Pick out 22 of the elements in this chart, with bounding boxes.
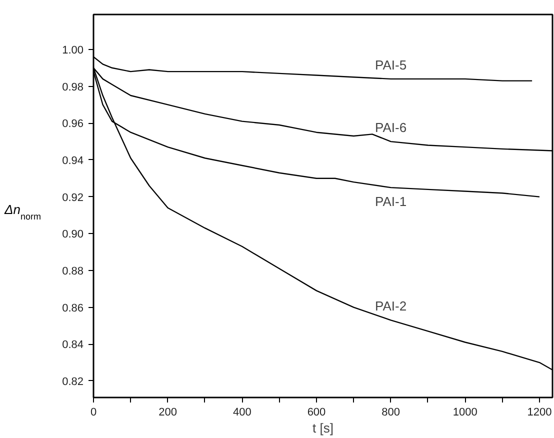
x-tick-label: 0 bbox=[90, 406, 97, 418]
y-tick-label: 0.90 bbox=[62, 228, 84, 241]
series-label: PAI-5 bbox=[375, 57, 407, 72]
x-tick-label: 600 bbox=[307, 406, 326, 418]
x-tick-label: 1000 bbox=[452, 406, 478, 418]
y-tick-label: 1.00 bbox=[62, 44, 84, 56]
x-tick-label: 400 bbox=[232, 406, 252, 418]
series-label: PAI-2 bbox=[375, 298, 407, 314]
x-tick-label: 800 bbox=[382, 406, 400, 418]
y-tick-label: 0.82 bbox=[62, 376, 84, 388]
y-tick-label: 0.98 bbox=[62, 81, 84, 94]
y-tick-label: 0.86 bbox=[62, 302, 84, 314]
y-tick-label: 0.84 bbox=[62, 339, 84, 352]
y-tick-label: 0.88 bbox=[62, 265, 84, 278]
x-tick-label: 1200 bbox=[527, 406, 552, 418]
y-tick-label: 0.94 bbox=[62, 154, 84, 167]
y-tick-label: 0.92 bbox=[62, 192, 84, 204]
x-tick-label: 200 bbox=[158, 406, 178, 418]
y-tick-label: 0.96 bbox=[62, 118, 84, 130]
x-axis-title: t [s] bbox=[312, 420, 334, 436]
series-label: PAI-1 bbox=[375, 194, 407, 210]
series-label: PAI-6 bbox=[375, 120, 407, 136]
